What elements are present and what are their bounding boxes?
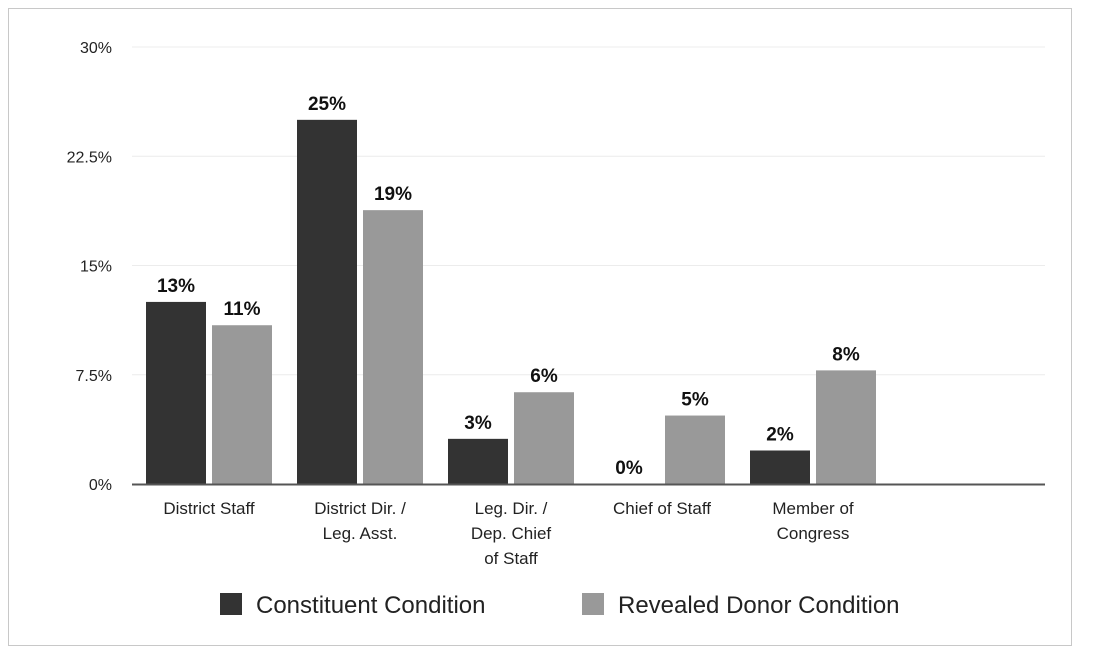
value-label: 0% xyxy=(615,458,643,479)
legend-label: Revealed Donor Condition xyxy=(618,592,900,619)
grid-lines xyxy=(132,46,1045,376)
legend-item-revealed-donor: Revealed Donor Condition xyxy=(582,592,900,619)
legend-label: Constituent Condition xyxy=(256,592,485,619)
y-tick-label: 0% xyxy=(89,477,112,494)
y-tick-label: 30% xyxy=(80,40,112,57)
bar-constituent xyxy=(146,301,206,484)
bars xyxy=(146,119,876,484)
bar-revealed-donor xyxy=(514,392,574,484)
bar-revealed-donor xyxy=(363,210,423,484)
legend-swatch xyxy=(220,593,242,615)
y-axis-ticks: 0% 7.5% 15% 22.5% 30% xyxy=(67,40,112,494)
value-label: 5% xyxy=(681,390,709,411)
value-label: 11% xyxy=(224,299,261,320)
y-tick-label: 7.5% xyxy=(76,368,112,385)
category-label: District Dir. / Leg. Asst. xyxy=(314,499,406,543)
value-label: 8% xyxy=(832,344,860,365)
bar-constituent xyxy=(297,119,357,484)
y-tick-label: 22.5% xyxy=(67,149,112,166)
y-tick-label: 15% xyxy=(80,259,112,276)
bar-revealed-donor xyxy=(665,415,725,484)
category-label: Chief of Staff xyxy=(613,499,711,518)
value-label: 3% xyxy=(464,413,492,434)
legend-item-constituent: Constituent Condition xyxy=(220,592,485,619)
category-label: District Staff xyxy=(163,499,255,518)
legend: Constituent Condition Revealed Donor Cond… xyxy=(220,592,900,619)
bar-revealed-donor xyxy=(212,325,272,484)
value-labels: 13% 11% 25% 19% 3% 6% 0% 5% 2% 8% xyxy=(157,94,860,479)
value-label: 6% xyxy=(530,366,558,387)
value-label: 2% xyxy=(766,424,794,445)
category-label: Leg. Dir. / Dep. Chief of Staff xyxy=(471,499,552,568)
category-label: Member of Congress xyxy=(772,499,854,543)
value-label: 25% xyxy=(308,94,346,115)
value-label: 19% xyxy=(374,184,412,205)
bar-constituent xyxy=(448,438,508,484)
category-labels: District Staff District Dir. / Leg. Asst. L… xyxy=(163,499,854,568)
bar-constituent xyxy=(750,450,810,484)
value-label: 13% xyxy=(157,276,195,297)
bar-revealed-donor xyxy=(816,370,876,484)
legend-swatch xyxy=(582,593,604,615)
